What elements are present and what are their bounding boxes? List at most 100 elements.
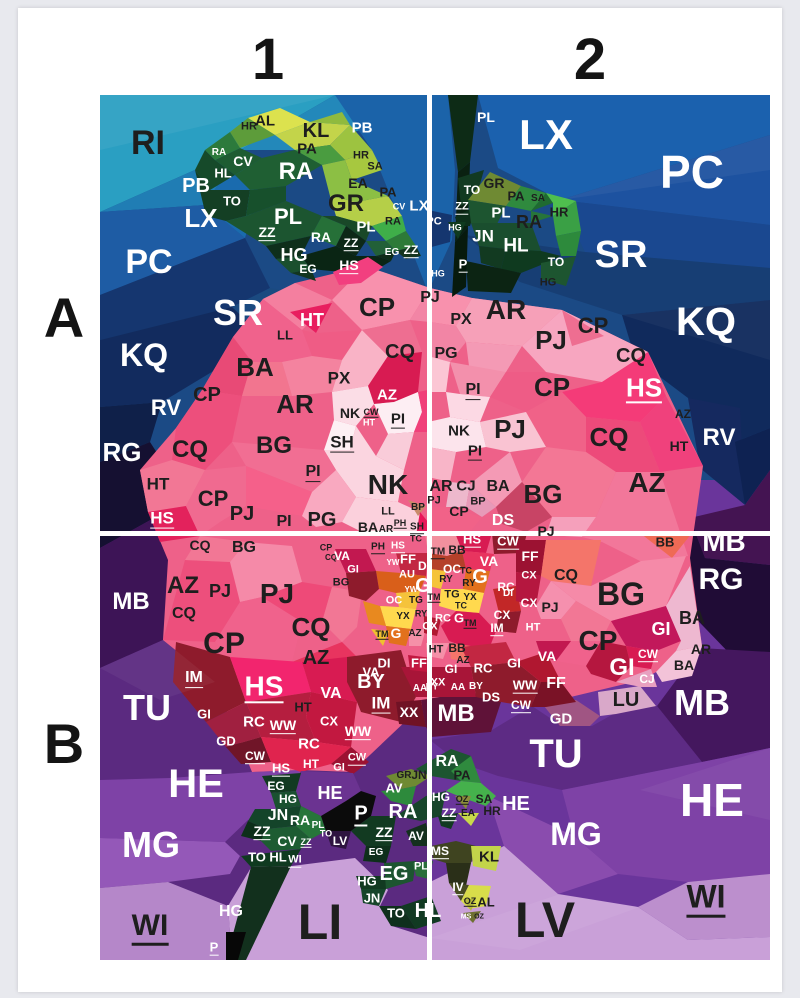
art-polygon [322, 216, 372, 241]
art-polygon [449, 883, 469, 901]
art-polygon [458, 170, 484, 206]
art-polygon [376, 571, 426, 593]
art-polygon [496, 482, 552, 532]
art-polygon [428, 447, 456, 482]
art-polygon [246, 466, 312, 516]
art-polygon [330, 125, 372, 160]
art-polygon [616, 669, 657, 687]
art-polygon [448, 95, 478, 172]
art-polygon [326, 831, 351, 849]
column-header-1: 1 [251, 27, 285, 92]
art-polygon [401, 667, 476, 697]
art-polygon [468, 172, 521, 206]
art-polygon [430, 288, 472, 326]
art-polygon [431, 841, 476, 863]
art-polygon [441, 611, 496, 649]
art-polygon [248, 108, 310, 135]
art-polygon [140, 460, 205, 512]
row-header-b: B [43, 712, 85, 775]
art-polygon [366, 241, 396, 256]
art-polygon [235, 150, 322, 190]
art-polygon [666, 566, 702, 651]
art-polygon [638, 874, 770, 940]
art-polygon [561, 601, 611, 641]
grid-line-vertical [427, 95, 432, 960]
art-polygon [626, 646, 656, 669]
art-polygon [430, 706, 702, 790]
art-polygon [458, 813, 479, 826]
art-polygon [466, 342, 522, 374]
art-polygon [470, 452, 522, 507]
art-polygon [493, 586, 521, 613]
art-polygon [296, 806, 326, 839]
art-polygon [173, 642, 246, 722]
art-polygon [516, 652, 561, 682]
art-polygon [471, 662, 541, 707]
art-polygon [100, 640, 252, 780]
art-polygon [296, 771, 361, 816]
art-polygon [345, 150, 382, 180]
art-polygon [100, 838, 240, 888]
art-polygon [241, 821, 266, 841]
art-polygon [586, 417, 660, 472]
art-polygon [351, 816, 396, 846]
art-polygon [562, 352, 666, 422]
art-polygon [372, 216, 406, 241]
art-polygon [396, 700, 426, 727]
art-polygon [186, 466, 246, 536]
art-polygon [471, 846, 501, 871]
art-polygon [428, 507, 482, 532]
art-polygon [451, 756, 481, 783]
art-polygon [295, 145, 345, 165]
art-polygon [456, 298, 562, 346]
art-polygon [416, 512, 428, 536]
art-polygon [546, 193, 576, 216]
art-polygon [428, 356, 450, 392]
art-polygon [100, 640, 215, 700]
art-polygon [406, 823, 431, 846]
art-polygon [241, 849, 301, 867]
art-polygon [361, 889, 386, 906]
art-polygon [331, 747, 369, 774]
art-polygon [363, 601, 386, 626]
art-polygon [598, 686, 656, 716]
art-polygon [428, 210, 452, 248]
art-polygon [560, 135, 770, 225]
art-polygon [302, 470, 356, 527]
art-polygon [100, 238, 270, 340]
art-polygon [455, 533, 492, 553]
art-polygon [622, 300, 770, 360]
art-polygon [333, 257, 383, 285]
art-polygon [396, 591, 420, 609]
art-polygon [261, 737, 351, 772]
art-polygon [386, 626, 411, 646]
art-polygon [246, 186, 286, 216]
art-polygon [371, 629, 389, 646]
art-polygon [291, 269, 316, 281]
art-polygon [306, 692, 357, 747]
art-polygon [226, 932, 246, 960]
art-polygon [342, 497, 420, 536]
art-polygon [480, 412, 546, 452]
art-polygon [656, 646, 702, 682]
art-polygon [541, 540, 601, 586]
art-polygon [463, 911, 481, 923]
art-polygon [263, 283, 332, 330]
art-polygon [463, 569, 490, 593]
art-polygon [544, 700, 600, 726]
art-polygon [452, 227, 468, 297]
art-polygon [215, 597, 302, 662]
art-polygon [586, 641, 631, 682]
art-polygon [384, 861, 416, 889]
art-polygon [374, 392, 422, 434]
art-polygon [346, 571, 379, 601]
art-polygon [522, 447, 616, 517]
art-polygon [330, 196, 402, 226]
art-polygon [562, 310, 604, 346]
art-polygon [531, 193, 553, 211]
row-header-a: A [43, 286, 85, 349]
art-polygon [100, 882, 232, 960]
art-polygon [562, 748, 770, 882]
